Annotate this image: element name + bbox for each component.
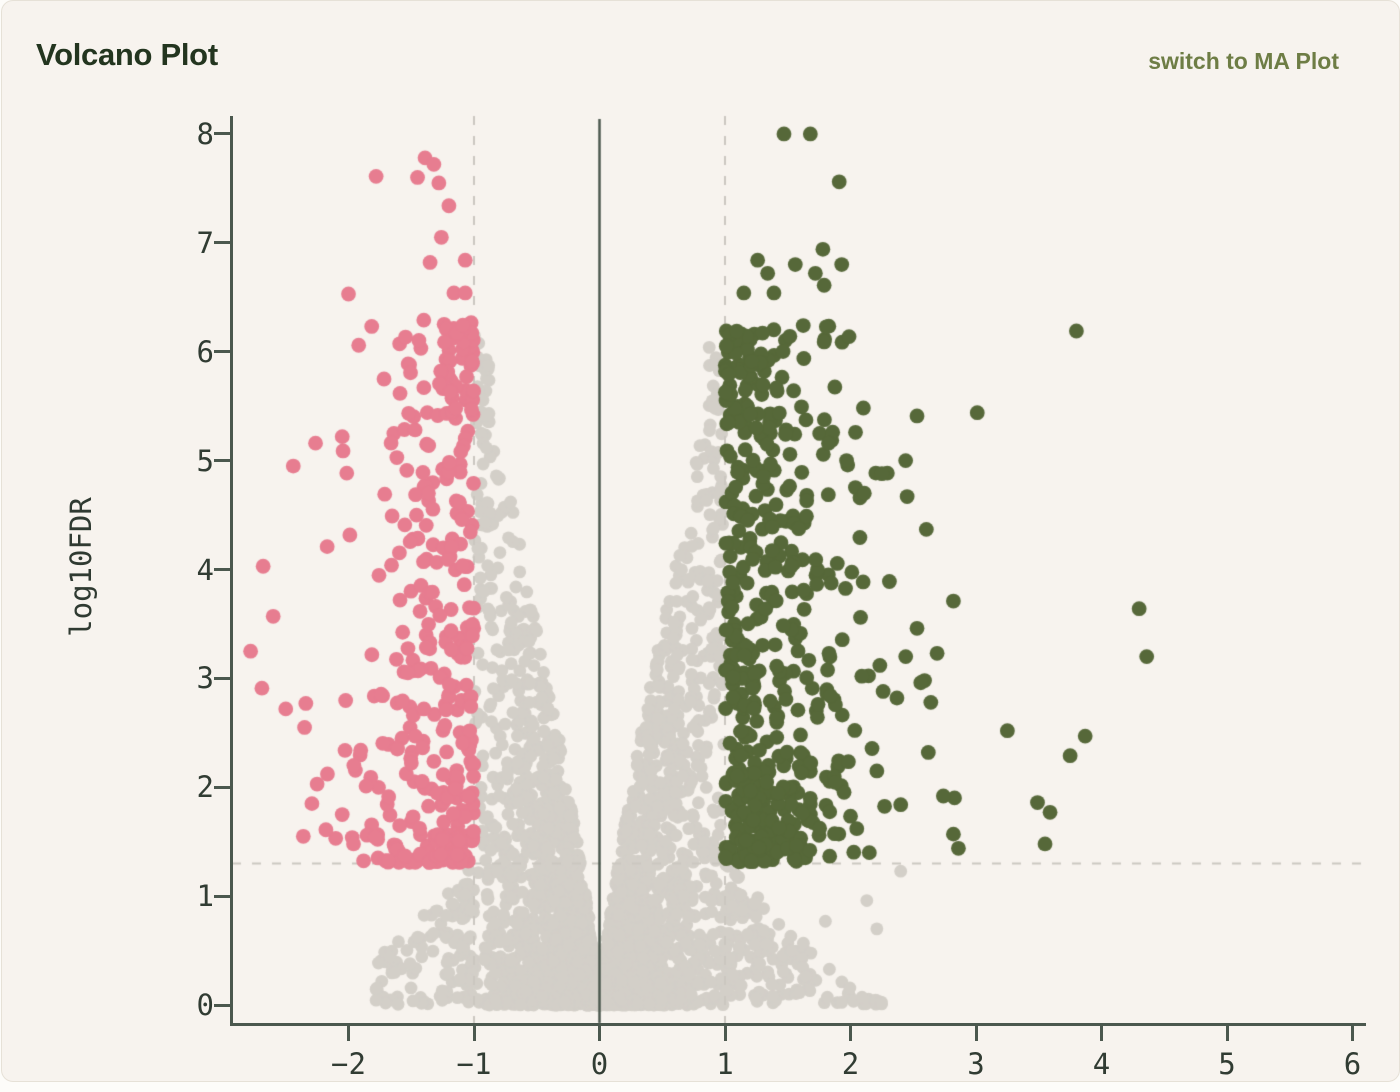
x-tick-mark	[347, 1024, 350, 1041]
y-tick-mark	[214, 1003, 230, 1007]
x-tick-label: 0	[590, 1047, 609, 1081]
x-tick-mark	[849, 1024, 852, 1041]
x-tick-label: −1	[456, 1047, 492, 1081]
y-tick-mark	[214, 894, 230, 898]
y-axis-line	[230, 116, 233, 1026]
y-tick-label: 3	[196, 661, 214, 696]
y-tick-mark	[214, 132, 230, 136]
y-tick-label: 4	[196, 552, 214, 587]
y-tick-mark	[214, 676, 230, 680]
x-tick-label: 1	[716, 1047, 734, 1081]
x-tick-label: 4	[1092, 1047, 1111, 1081]
y-tick-mark	[214, 459, 230, 463]
y-tick-label: 6	[196, 334, 214, 369]
x-tick-mark	[472, 1024, 476, 1041]
x-tick-mark	[974, 1024, 978, 1041]
y-tick-label: 5	[196, 443, 214, 478]
x-tick-mark	[1100, 1024, 1103, 1041]
x-tick-mark	[723, 1024, 727, 1041]
y-tick-label: 1	[196, 879, 214, 914]
y-tick-label: 8	[196, 116, 214, 151]
x-tick-label: −2	[331, 1047, 366, 1081]
y-tick-mark	[214, 350, 230, 354]
y-tick-label: 2	[196, 770, 214, 805]
y-tick-mark	[214, 568, 230, 571]
switch-to-ma-plot-link[interactable]: switch to MA Plot	[1148, 48, 1339, 74]
x-tick-mark	[1351, 1024, 1354, 1041]
y-tick-label: 0	[196, 988, 214, 1023]
x-tick-mark	[1225, 1024, 1229, 1041]
x-tick-label: 5	[1218, 1047, 1236, 1081]
y-tick-label: 7	[196, 225, 214, 260]
page-title: Volcano Plot	[36, 37, 218, 72]
x-tick-label: 6	[1343, 1047, 1362, 1081]
x-tick-label: 2	[841, 1047, 860, 1081]
y-tick-mark	[214, 785, 230, 789]
x-tick-label: 3	[967, 1047, 985, 1081]
x-tick-mark	[598, 1024, 601, 1041]
x-axis-line	[230, 1022, 1366, 1026]
y-axis-title: log10FDR	[64, 497, 98, 637]
y-tick-mark	[214, 241, 230, 245]
